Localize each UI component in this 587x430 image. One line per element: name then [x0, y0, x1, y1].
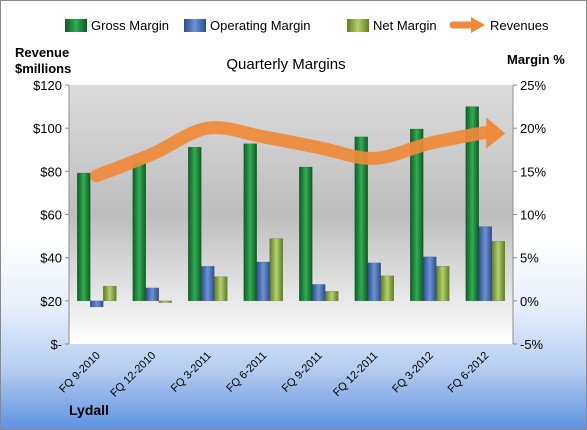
legend-swatch-net-margin — [347, 19, 369, 32]
left-tick-label: $80 — [40, 164, 62, 179]
bar-operating-margin — [423, 256, 437, 302]
legend-label-operating-margin: Operating Margin — [210, 18, 310, 33]
bar-net-margin — [103, 285, 117, 302]
bar-operating-margin — [256, 261, 270, 302]
bar-gross-margin — [132, 162, 146, 302]
right-tick-label: 5% — [520, 251, 539, 266]
bar-net-margin — [158, 300, 172, 303]
left-tick-label: $120 — [33, 78, 62, 93]
legend: Gross Margin Operating Margin Net Margin… — [65, 17, 549, 33]
bar-net-margin — [491, 241, 505, 302]
legend-arrowhead-revenues — [471, 17, 485, 33]
legend-swatch-gross-margin — [65, 19, 87, 32]
right-tick-label: 10% — [520, 208, 546, 223]
right-axis-title: Margin % — [507, 52, 565, 67]
bar-operating-margin — [312, 284, 326, 302]
bar-operating-margin — [145, 287, 159, 302]
x-axis-ticks: FQ 9-2010 FQ 12-2010 FQ 3-2011 FQ 6-2011 FQ … — [57, 350, 491, 400]
right-tick-label: 15% — [520, 164, 546, 179]
bar-operating-margin — [90, 300, 104, 308]
revenue-line-path — [90, 121, 492, 183]
x-tick-label: FQ 12-2011 — [331, 350, 380, 399]
legend-swatch-operating-margin — [184, 19, 206, 32]
x-tick-label: FQ 12-2010 — [108, 350, 158, 400]
revenue-arrowhead — [486, 117, 506, 149]
right-tick-label: -5% — [520, 337, 544, 352]
x-tick-label: FQ 9-2011 — [280, 350, 325, 395]
right-tick-label: 20% — [520, 121, 546, 136]
bar-gross-margin — [299, 166, 313, 302]
x-tick-label: FQ 3-2011 — [169, 350, 214, 395]
bar-operating-margin — [478, 226, 492, 302]
bar-operating-margin — [201, 266, 215, 302]
bar-net-margin — [269, 238, 283, 302]
left-tick-label: $- — [50, 337, 62, 352]
left-tick-label: $20 — [40, 294, 62, 309]
chart-title: Quarterly Margins — [226, 56, 345, 73]
x-tick-label: FQ 6-2011 — [224, 350, 269, 395]
bar-operating-margin — [367, 262, 381, 302]
legend-label-gross-margin: Gross Margin — [91, 18, 169, 33]
right-axis-ticks: -5% 0% 5% 10% 15% 20% 25% — [513, 78, 546, 352]
left-tick-label: $100 — [33, 121, 62, 136]
legend-label-revenues: Revenues — [490, 18, 549, 33]
right-tick-label: 25% — [520, 78, 546, 93]
legend-label-net-margin: Net Margin — [373, 18, 437, 33]
left-axis-title-line1: Revenue — [15, 45, 69, 60]
bar-net-margin — [325, 291, 339, 302]
bar-gross-margin — [188, 146, 202, 302]
bar-net-margin — [436, 266, 450, 302]
left-axis-ticks: $- $20 $40 $60 $80 $100 $120 — [33, 78, 69, 352]
x-tick-label: FQ 3-2012 — [390, 350, 436, 396]
bars — [77, 106, 505, 308]
x-tick-label: FQ 6-2012 — [446, 350, 492, 396]
revenue-line — [90, 117, 506, 183]
footer-label: Lydall — [69, 402, 109, 418]
bar-net-margin — [380, 275, 394, 302]
left-axis-title-line2: $millions — [15, 61, 71, 76]
bar-gross-margin — [77, 172, 91, 302]
right-tick-label: 0% — [520, 294, 539, 309]
bar-gross-margin — [410, 128, 424, 302]
bar-gross-margin — [243, 143, 257, 302]
bar-gross-margin — [354, 136, 368, 302]
x-tick-label: FQ 9-2010 — [57, 350, 103, 396]
left-tick-label: $60 — [40, 208, 62, 223]
bar-gross-margin — [465, 106, 479, 302]
left-tick-label: $40 — [40, 251, 62, 266]
bar-net-margin — [214, 276, 228, 302]
